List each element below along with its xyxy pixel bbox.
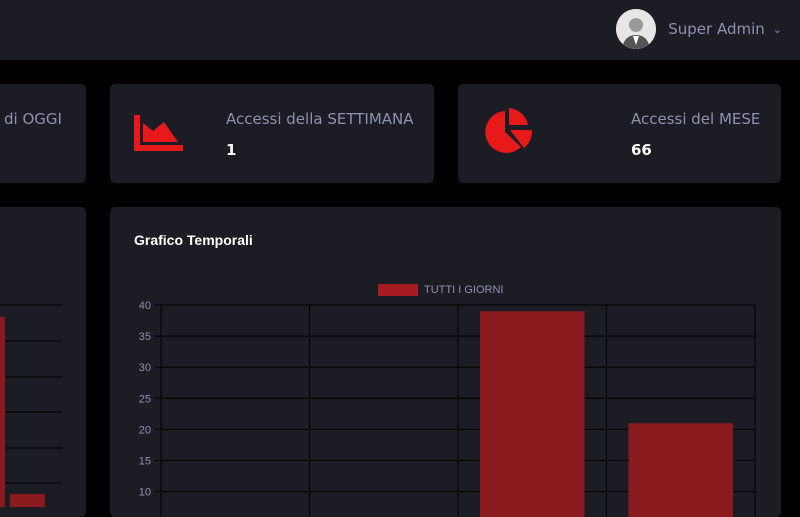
left-bar-chart xyxy=(0,304,62,517)
y-tick-label: 15 xyxy=(139,456,151,468)
chart-panel-left xyxy=(0,207,86,517)
area-chart-icon xyxy=(134,115,183,151)
user-menu[interactable]: Super Admin ⌄ xyxy=(616,9,782,49)
stat-label: di OGGI xyxy=(4,110,62,128)
temporal-bar-chart: TUTTI I GIORNI 10 15 20 25 30 35 40 xyxy=(139,284,756,517)
chart-bar xyxy=(10,494,45,514)
chart-bar xyxy=(628,423,733,517)
stat-label: Accessi del MESE xyxy=(631,110,761,128)
stat-value: 66 xyxy=(631,141,652,159)
chart-title: Grafico Temporali xyxy=(134,232,253,248)
pie-chart-icon xyxy=(485,108,533,153)
top-bar: Super Admin ⌄ xyxy=(0,0,800,60)
user-name: Super Admin xyxy=(668,20,765,38)
stat-label: Accessi della SETTIMANA xyxy=(226,110,414,128)
y-tick-label: 10 xyxy=(139,487,151,499)
y-tick-label: 30 xyxy=(139,362,151,374)
chart-bar xyxy=(480,311,585,517)
legend-swatch xyxy=(378,284,418,296)
chevron-down-icon: ⌄ xyxy=(772,22,782,36)
legend-label: TUTTI I GIORNI xyxy=(424,284,503,296)
chart-panel-temporal: Grafico Temporali TUTTI I GIORNI 10 15 20 2… xyxy=(110,207,781,517)
stat-value: 1 xyxy=(226,141,237,159)
stat-card-month: Accessi del MESE 66 xyxy=(458,84,781,183)
stat-card-today: di OGGI xyxy=(0,84,86,183)
y-tick-label: 20 xyxy=(139,424,151,436)
y-tick-label: 25 xyxy=(139,393,151,405)
chart-bar xyxy=(0,317,5,517)
y-tick-label: 35 xyxy=(139,331,151,343)
avatar xyxy=(616,9,657,49)
stat-card-week: Accessi della SETTIMANA 1 xyxy=(110,84,434,183)
y-tick-label: 40 xyxy=(139,300,151,312)
